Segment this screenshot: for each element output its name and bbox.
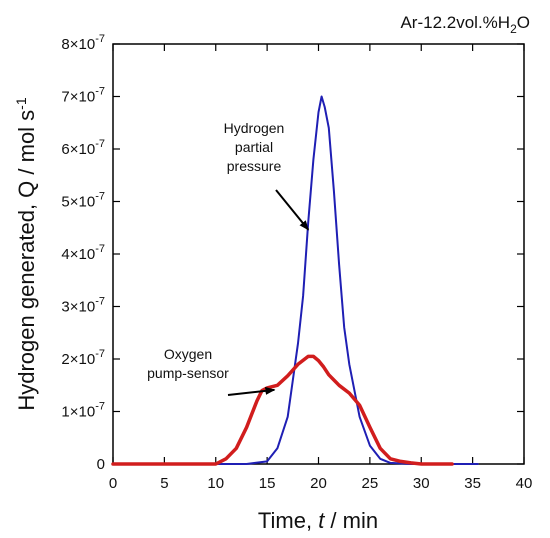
y-tick-label: 0 <box>97 456 105 473</box>
y-tick-label: 2×10-7 <box>61 348 105 368</box>
y-tick-label: 4×10-7 <box>61 243 105 263</box>
condition-label: Ar-12.2vol.%H2O <box>400 13 530 36</box>
y-tick-label: 5×10-7 <box>61 191 105 211</box>
annotation-layer: Hydrogen partial pressure Oxygen pump-sensor <box>147 120 310 396</box>
y-tick-label: 6×10-7 <box>61 138 105 158</box>
y-tick-label: 3×10-7 <box>61 296 105 316</box>
x-axis-title: Time, t / min <box>258 508 378 533</box>
annotation-hydrogen-partial-pressure: Hydrogen partial pressure <box>224 120 285 174</box>
plot-frame <box>112 43 525 465</box>
x-tick-label: 10 <box>207 475 224 492</box>
series-line-hydrogen-partial-pressure <box>112 95 479 465</box>
y-axis-title: Hydrogen generated, Q / mol s-1 <box>13 97 39 410</box>
y-tick-label: 8×10-7 <box>61 33 105 53</box>
x-tick-label: 35 <box>464 475 481 492</box>
x-tick-label: 25 <box>362 475 379 492</box>
x-tick-label: 15 <box>259 475 276 492</box>
series-layer <box>111 95 479 466</box>
annotation-arrow <box>227 386 276 396</box>
x-tick-label: 20 <box>310 475 327 492</box>
annotation-oxygen-pump-sensor: Oxygen pump-sensor <box>147 346 229 381</box>
y-tick-label: 7×10-7 <box>61 86 105 106</box>
annotation-arrow <box>275 189 310 231</box>
x-tick-label: 5 <box>160 475 168 492</box>
y-tick-label: 1×10-7 <box>61 401 105 421</box>
series-line-oxygen-pump-sensor <box>111 354 454 466</box>
y-axis-ticks: 0 1×10-7 2×10-7 3×10-7 4×10-7 5×10-7 6×10-7 7×1… <box>61 33 524 473</box>
x-axis-ticks: 0 5 10 15 20 25 30 35 40 <box>109 44 533 492</box>
x-tick-label: 40 <box>516 475 533 492</box>
x-tick-label: 0 <box>109 475 117 492</box>
x-tick-label: 30 <box>413 475 430 492</box>
